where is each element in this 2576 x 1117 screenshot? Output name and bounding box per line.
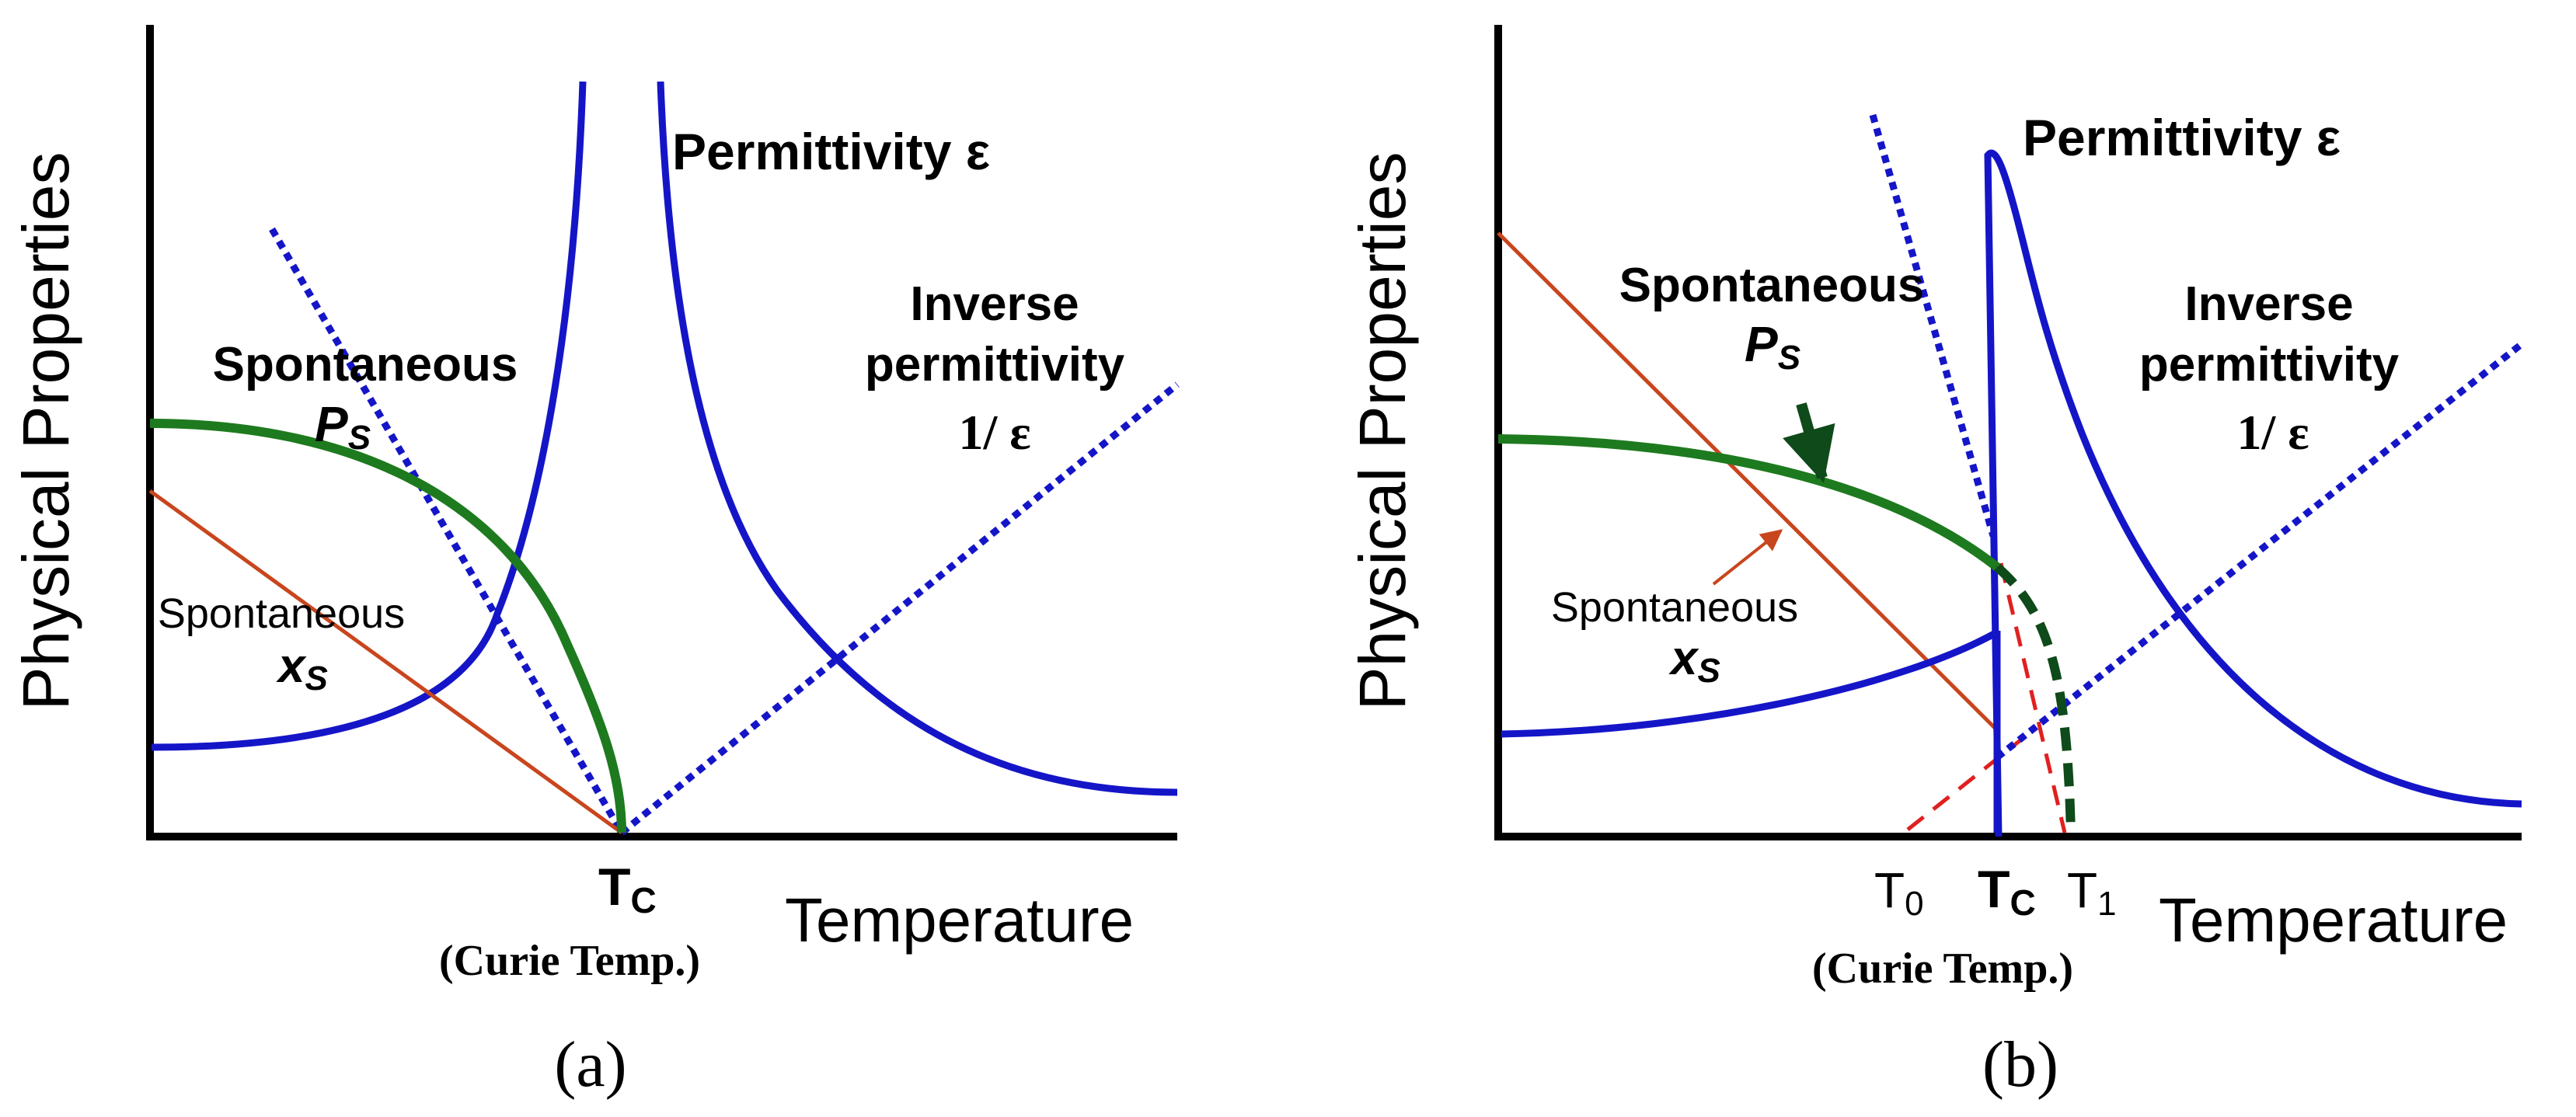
panel-b-permittivity-peak-curve <box>1984 149 2522 837</box>
panel-b-inverse-label-3: 1/ ε <box>2236 405 2309 460</box>
panel-b-permittivity-left-curve <box>1501 630 1998 738</box>
panel-b-ps-arrow <box>1783 402 1835 483</box>
panel-a-inverse-label-3: 1/ ε <box>958 405 1030 460</box>
panel-a-ps-label-2: PS <box>315 396 371 457</box>
panel-a: Physical Properties Temperature TC (Curi… <box>9 25 1180 1101</box>
panel-b-ps-label-2: PS <box>1745 316 1800 377</box>
panel-b-curie-label: (Curie Temp.) <box>1812 945 2073 993</box>
panel-a-permittivity-left-curve <box>151 81 587 751</box>
panel-b-permittivity-label: Permittivity ε <box>2023 109 2341 166</box>
panel-a-inverse-label-2: permittivity <box>865 338 1125 391</box>
panel-a-ps-label-1: Spontaneous <box>213 338 518 391</box>
panel-b-extrapolation-dashed-rising <box>1906 732 2030 831</box>
panel-a-spontaneous-strain-line <box>148 489 623 835</box>
panel-b-xs-label-2: xS <box>1668 632 1720 690</box>
panel-b-ps-label-1: Spontaneous <box>1619 259 1925 312</box>
panel-b-t0-label: T0 <box>1874 862 1924 923</box>
panel-a-spontaneous-polarization-curve <box>149 419 626 833</box>
panel-a-xs-label-2: xS <box>276 639 328 698</box>
panel-b-y-axis-label: Physical Properties <box>1346 152 1419 711</box>
panel-b-xs-label-1: Spontaneous <box>1551 584 1798 631</box>
panel-b-spontaneous-polarization-curve <box>1497 434 2000 571</box>
panel-a-curie-label: (Curie Temp.) <box>439 937 700 985</box>
panel-b-xs-arrow <box>1712 529 1783 586</box>
panel-a-curie-weiss-dotted-left <box>269 227 625 835</box>
panel-b-spontaneous-polarization-dashed <box>1994 563 2076 833</box>
panel-b-spontaneous-strain-line <box>1497 231 1999 732</box>
panel-b-extrapolation-dashed-falling <box>1999 562 2067 833</box>
panel-a-inverse-permittivity-dotted <box>619 381 1180 836</box>
panel-a-xs-label-1: Spontaneous <box>158 590 405 637</box>
panel-a-y-axis-label: Physical Properties <box>9 152 82 711</box>
panel-b-t1-label: T1 <box>2067 862 2117 923</box>
panel-b-tc-label: TC <box>1978 860 2036 923</box>
panel-b-inverse-label-1: Inverse <box>2184 277 2353 331</box>
panel-a-x-axis-label: Temperature <box>785 886 1134 955</box>
panel-b: Physical Properties Temperature T0 TC T1… <box>1346 25 2524 1101</box>
panel-b-x-axis-label: Temperature <box>2159 886 2508 955</box>
panel-a-caption: (a) <box>554 1028 626 1101</box>
panel-b-caption: (b) <box>1982 1028 2058 1101</box>
panel-b-inverse-label-2: permittivity <box>2139 338 2400 391</box>
panel-a-inverse-label-1: Inverse <box>910 277 1079 331</box>
panel-a-permittivity-right-curve <box>657 81 1178 796</box>
panel-a-permittivity-label: Permittivity ε <box>672 123 990 180</box>
panel-a-tc-label: TC <box>598 858 657 920</box>
panel-b-curie-weiss-dotted-left <box>1869 113 1997 538</box>
